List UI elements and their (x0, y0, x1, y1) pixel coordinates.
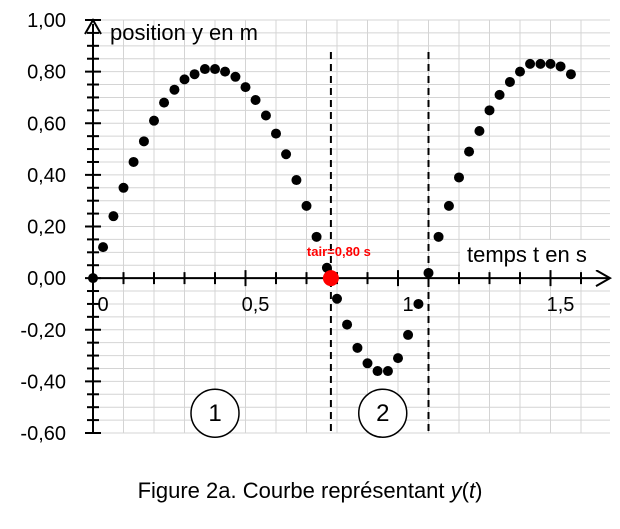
data-point (149, 115, 159, 126)
data-point (179, 74, 190, 85)
x-axis-title-text: temps t en s (467, 242, 587, 267)
data-point (525, 58, 536, 69)
highlight-point (322, 270, 339, 287)
tick-labels: 1,00 0,80 0,60 0,40 0,20 0,00 -0,20 -0,40 -0,60 0… (20, 10, 574, 445)
x-axis-title: temps t en s (467, 242, 587, 267)
data-point (393, 353, 403, 364)
x-tick-label: 0 (97, 294, 108, 316)
caption-close: ) (475, 478, 483, 503)
axes (84, 17, 613, 434)
data-point (311, 231, 322, 242)
y-tick-label: 0,40 (27, 165, 66, 187)
data-point (545, 58, 556, 69)
data-point (301, 200, 312, 211)
data-point (403, 329, 414, 340)
x-tick-label: 0,5 (242, 294, 270, 316)
dashed-vertical-lines (329, 52, 430, 433)
data-point (535, 58, 546, 69)
data-point (169, 84, 180, 95)
data-point (281, 149, 292, 160)
y-axis-title: position y en m (110, 20, 258, 45)
phase-circle (190, 388, 240, 438)
highlight-label: tair=0,80 s (307, 244, 371, 259)
phase-number: 2 (376, 400, 389, 427)
y-tick-label: -0,60 (20, 423, 66, 445)
data-point (220, 66, 231, 77)
data-point (128, 156, 139, 167)
data-point (189, 69, 200, 80)
phase-circle (358, 388, 408, 438)
data-point (474, 125, 485, 136)
data-point (413, 298, 424, 309)
x-axis-arrow (595, 269, 613, 287)
data-point (362, 358, 373, 369)
y-tick-label: 0,80 (27, 62, 66, 84)
data-point (260, 110, 271, 121)
data-point (433, 231, 444, 242)
data-point (515, 66, 525, 77)
y-tick-label: 0,00 (27, 268, 66, 290)
data-points (88, 58, 576, 377)
figure-caption: Figure 2a. Courbe représentant y(t) (0, 478, 620, 504)
data-point (504, 76, 515, 87)
data-point (443, 200, 454, 211)
caption-arg: t (468, 478, 476, 503)
data-point (382, 366, 393, 377)
data-point (240, 82, 251, 93)
data-point (342, 319, 353, 330)
data-point (210, 64, 220, 75)
caption-var: y (450, 478, 462, 503)
y-axis-title-text: position y en m (110, 20, 258, 45)
y-tick-label: -0,40 (20, 371, 66, 393)
data-point (159, 97, 170, 108)
data-point (332, 293, 342, 304)
data-point (291, 175, 302, 186)
data-point (88, 273, 98, 284)
data-point (118, 182, 129, 193)
x-tick-label: 1 (402, 294, 413, 316)
y-tick-label: 0,60 (27, 113, 66, 135)
caption-prefix: Figure 2a. Courbe représentant (137, 478, 451, 503)
y-tick-label: 1,00 (27, 10, 66, 32)
annotations: tair=0,80 s 1 2 (190, 244, 408, 438)
data-point (199, 64, 210, 75)
data-point (230, 71, 241, 82)
data-point (250, 95, 261, 106)
y-tick-label: -0,20 (20, 320, 66, 342)
data-point (108, 211, 119, 222)
data-point (271, 128, 281, 139)
data-point (565, 69, 576, 80)
data-point (138, 136, 149, 147)
data-point (423, 267, 434, 278)
grid (90, 19, 610, 434)
caption-open: ( (461, 478, 469, 503)
data-point (98, 242, 109, 253)
data-point (494, 89, 505, 100)
data-point (484, 105, 495, 116)
data-point (464, 146, 475, 157)
data-point (454, 172, 464, 183)
phase-number: 1 (208, 400, 221, 427)
data-point (372, 366, 383, 377)
x-axis-title-bg (460, 240, 620, 270)
y-tick-label: 0,20 (27, 217, 66, 239)
data-point (352, 342, 363, 353)
chart: 1,00 0,80 0,60 0,40 0,20 0,00 -0,20 -0,40 -0,60 0… (20, 10, 620, 445)
x-tick-label: 1,5 (547, 294, 575, 316)
data-point (555, 61, 566, 72)
